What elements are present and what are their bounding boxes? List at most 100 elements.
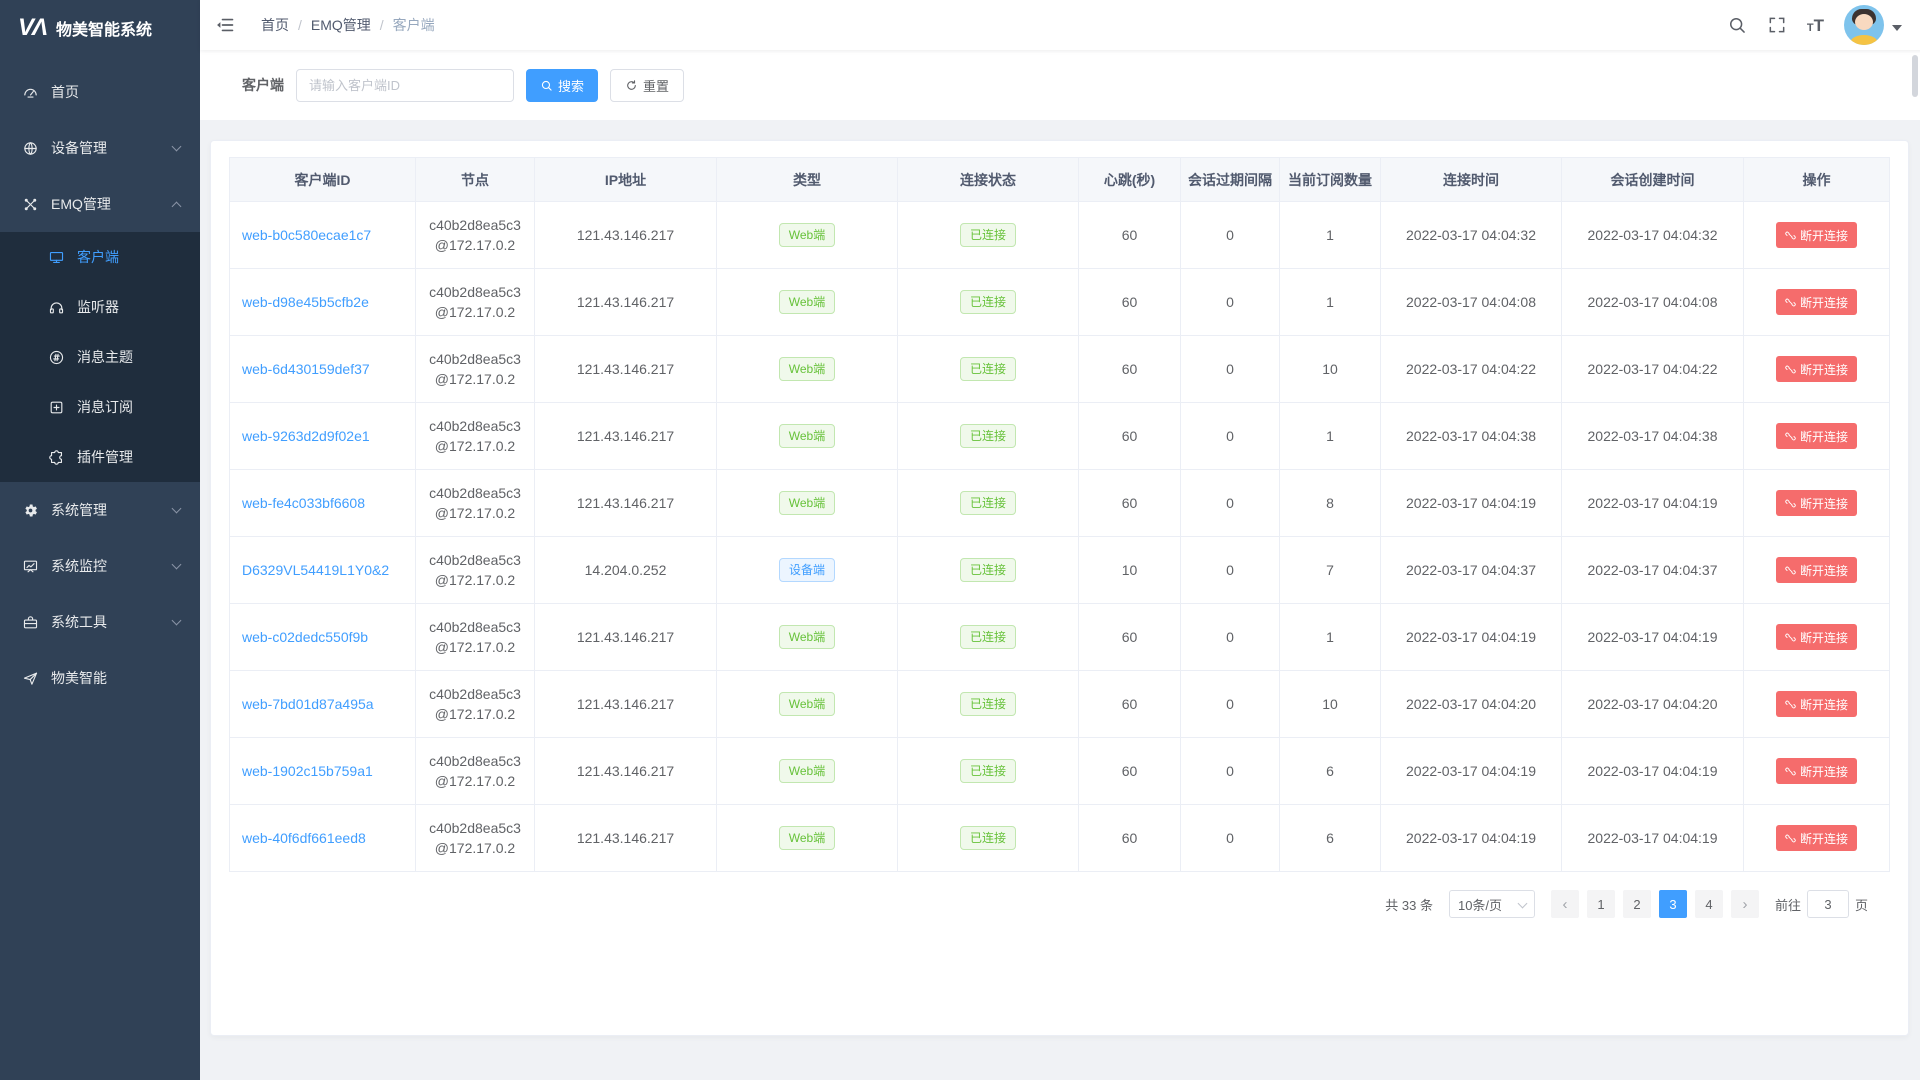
search-button[interactable]: 搜索 <box>526 68 599 102</box>
column-header: 连接状态 <box>897 157 1079 202</box>
client-id-link[interactable]: web-b0c580ecae1c7 <box>242 227 372 243</box>
client-type-tag: Web端 <box>778 223 836 247</box>
page-button[interactable]: 2 <box>1622 890 1651 918</box>
search-icon[interactable] <box>1727 15 1747 35</box>
sidebar-item-label: EMQ管理 <box>51 196 111 212</box>
table-row: web-40f6df661eed8 c40b2d8ea5c3 @172.17.0… <box>229 804 1890 872</box>
session-create-time-cell: 2022-03-17 04:04:19 <box>1561 737 1744 805</box>
scrollbar-thumb[interactable] <box>1912 55 1918 97</box>
logo-row[interactable]: VΛ 物美智能系统 <box>0 0 200 56</box>
node-cell: c40b2d8ea5c3 @172.17.0.2 <box>415 536 535 604</box>
status-cell: 已连接 <box>897 804 1079 872</box>
disconnect-button[interactable]: 断开连接 <box>1775 356 1857 382</box>
avatar[interactable] <box>1844 5 1884 45</box>
disconnect-icon <box>1785 432 1796 440</box>
status-badge: 已连接 <box>959 290 1016 314</box>
client-id-link[interactable]: web-9263d2d9f02e1 <box>242 428 370 444</box>
sidebar-item-system-tools[interactable]: 系统工具 <box>0 594 200 650</box>
search-icon <box>541 80 552 91</box>
disconnect-icon <box>1785 365 1796 373</box>
client-id-input[interactable] <box>296 68 514 102</box>
client-id-link[interactable]: web-1902c15b759a1 <box>242 763 373 779</box>
disconnect-button[interactable]: 断开连接 <box>1775 289 1857 315</box>
status-badge: 已连接 <box>959 826 1016 850</box>
heartbeat-cell: 60 <box>1078 268 1181 336</box>
column-header: 节点 <box>415 157 535 202</box>
reset-button[interactable]: 重置 <box>610 68 685 102</box>
node-address: @172.17.0.2 <box>434 773 516 789</box>
sidebar-item-emq[interactable]: EMQ管理 <box>0 176 200 232</box>
session-create-time-cell: 2022-03-17 04:04:19 <box>1561 603 1744 671</box>
next-page-button[interactable]: › <box>1730 890 1759 918</box>
client-id-link[interactable]: web-40f6df661eed8 <box>242 830 366 846</box>
client-id-link[interactable]: web-fe4c033bf6608 <box>242 495 365 511</box>
table-row: web-c02dedc550f9b c40b2d8ea5c3 @172.17.0… <box>229 603 1890 671</box>
disconnect-button-label: 断开连接 <box>1799 362 1848 377</box>
table-row: web-b0c580ecae1c7 c40b2d8ea5c3 @172.17.0… <box>229 201 1890 269</box>
pagination-total: 共 33 条 <box>1385 897 1433 913</box>
sidebar-item-plugin[interactable]: 插件管理 <box>0 432 200 482</box>
table-header-row: 客户端ID 节点 IP地址 类型 连接状态 心跳(秒) 会话过期间隔 当前订阅数… <box>229 157 1890 202</box>
node-name: c40b2d8ea5c3 <box>429 284 521 300</box>
ip-cell: 121.43.146.217 <box>534 603 717 671</box>
prev-page-button[interactable]: ‹ <box>1550 890 1579 918</box>
chevron-down-icon <box>171 503 182 514</box>
disconnect-button[interactable]: 断开连接 <box>1775 825 1857 851</box>
sidebar-item-system-admin[interactable]: 系统管理 <box>0 482 200 538</box>
page-size-select[interactable]: 10条/页 <box>1448 890 1535 918</box>
sidebar-item-wumei-smart[interactable]: 物美智能 <box>0 650 200 706</box>
disconnect-button[interactable]: 断开连接 <box>1775 691 1857 717</box>
client-id-link[interactable]: web-7bd01d87a495a <box>242 696 374 712</box>
sidebar-item-listener[interactable]: 监听器 <box>0 282 200 332</box>
client-type-tag: Web端 <box>778 759 836 783</box>
sidebar-item-devices[interactable]: 设备管理 <box>0 120 200 176</box>
disconnect-button[interactable]: 断开连接 <box>1775 222 1857 248</box>
client-id-link[interactable]: web-c02dedc550f9b <box>242 629 369 645</box>
connect-time-cell: 2022-03-17 04:04:08 <box>1380 268 1562 336</box>
disconnect-icon <box>1785 566 1796 574</box>
page-button[interactable]: 1 <box>1586 890 1615 918</box>
ip-cell: 121.43.146.217 <box>534 402 717 470</box>
breadcrumb-emq[interactable]: EMQ管理 <box>310 17 371 33</box>
font-size-icon[interactable]: TT <box>1806 15 1824 35</box>
goto-page-input[interactable] <box>1806 890 1849 918</box>
disconnect-button[interactable]: 断开连接 <box>1775 624 1857 650</box>
disconnect-button[interactable]: 断开连接 <box>1775 423 1857 449</box>
sidebar-item-topic[interactable]: 消息主题 <box>0 332 200 382</box>
client-id-link[interactable]: D6329VL54419L1Y0&2 <box>242 562 390 578</box>
sidebar-item-system-monitor[interactable]: 系统监控 <box>0 538 200 594</box>
page-size-value: 10条/页 <box>1457 897 1503 913</box>
sidebar-item-client[interactable]: 客户端 <box>0 232 200 282</box>
session-expiry-cell: 0 <box>1180 737 1280 805</box>
page-button[interactable]: 4 <box>1694 890 1723 918</box>
column-header: 类型 <box>716 157 898 202</box>
breadcrumb-home[interactable]: 首页 <box>261 17 289 33</box>
heartbeat-cell: 60 <box>1078 201 1181 269</box>
client-id-link[interactable]: web-d98e45b5cfb2e <box>242 294 369 310</box>
node-name: c40b2d8ea5c3 <box>429 820 521 836</box>
action-cell: 断开连接 <box>1743 737 1890 805</box>
subscriptions-cell: 1 <box>1279 268 1381 336</box>
sidebar-item-subscribe[interactable]: 消息订阅 <box>0 382 200 432</box>
page-button[interactable]: 3 <box>1658 890 1687 918</box>
listener-icon <box>49 301 64 313</box>
sidebar-item-label: 消息主题 <box>77 349 133 365</box>
sidebar-item-label: 系统工具 <box>51 614 107 630</box>
subscriptions-cell: 6 <box>1279 804 1381 872</box>
sidebar-fold-icon[interactable] <box>215 15 235 35</box>
status-cell: 已连接 <box>897 737 1079 805</box>
table-row: web-d98e45b5cfb2e c40b2d8ea5c3 @172.17.0… <box>229 268 1890 336</box>
client-id-link[interactable]: web-6d430159def37 <box>242 361 370 377</box>
breadcrumb: 首页 / EMQ管理 / 客户端 <box>261 15 435 35</box>
disconnect-button[interactable]: 断开连接 <box>1775 557 1857 583</box>
status-badge: 已连接 <box>959 223 1016 247</box>
table-row: web-fe4c033bf6608 c40b2d8ea5c3 @172.17.0… <box>229 469 1890 537</box>
send-icon <box>23 672 38 685</box>
subscriptions-cell: 1 <box>1279 603 1381 671</box>
disconnect-button[interactable]: 断开连接 <box>1775 490 1857 516</box>
node-address: @172.17.0.2 <box>434 371 516 387</box>
user-menu[interactable] <box>1844 5 1902 45</box>
sidebar-item-home[interactable]: 首页 <box>0 64 200 120</box>
disconnect-button[interactable]: 断开连接 <box>1775 758 1857 784</box>
fullscreen-icon[interactable] <box>1767 15 1787 35</box>
